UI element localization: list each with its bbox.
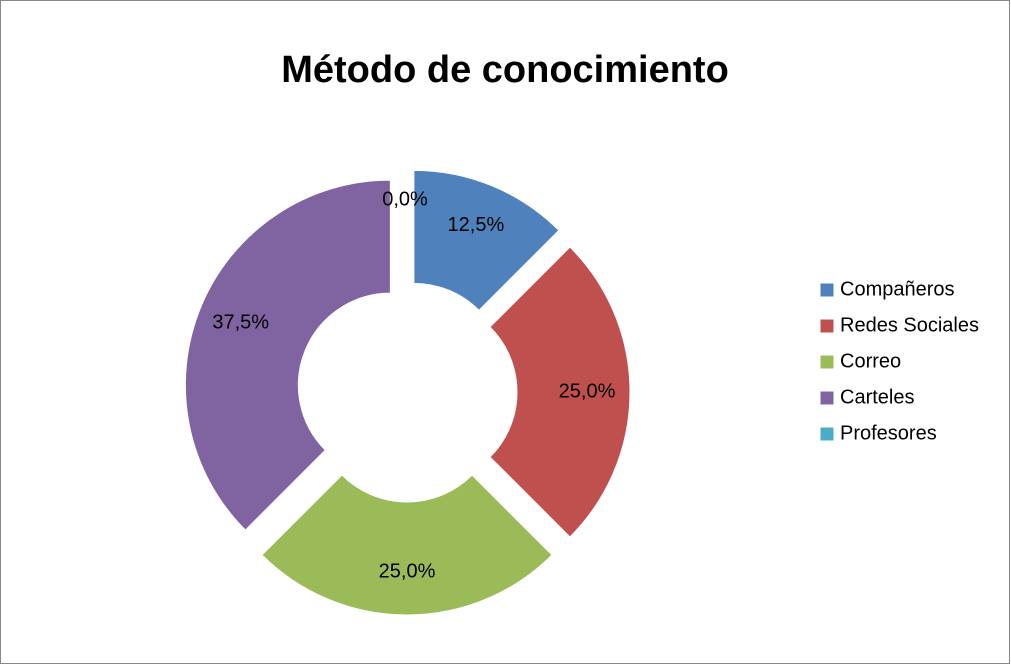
data-label: 25,0% <box>559 380 616 402</box>
data-label: 37,5% <box>212 311 269 333</box>
data-label: 12,5% <box>448 214 505 236</box>
slice <box>489 246 631 538</box>
legend-label: Correo <box>840 350 901 372</box>
data-label: 0,0% <box>382 188 428 210</box>
slice <box>261 474 553 616</box>
slice <box>184 179 391 531</box>
legend-swatch <box>819 354 835 370</box>
legend-swatch <box>819 390 835 406</box>
legend-swatch <box>819 318 835 334</box>
chart-title: Método de conocimiento <box>281 49 729 91</box>
legend-swatch <box>819 426 835 442</box>
legend-label: Compañeros <box>840 278 955 300</box>
data-label: 25,0% <box>379 560 436 582</box>
legend-swatch <box>819 282 835 298</box>
legend-label: Profesores <box>840 422 937 444</box>
legend-label: Redes Sociales <box>840 314 979 336</box>
slice <box>413 169 560 312</box>
legend-label: Carteles <box>840 386 914 408</box>
